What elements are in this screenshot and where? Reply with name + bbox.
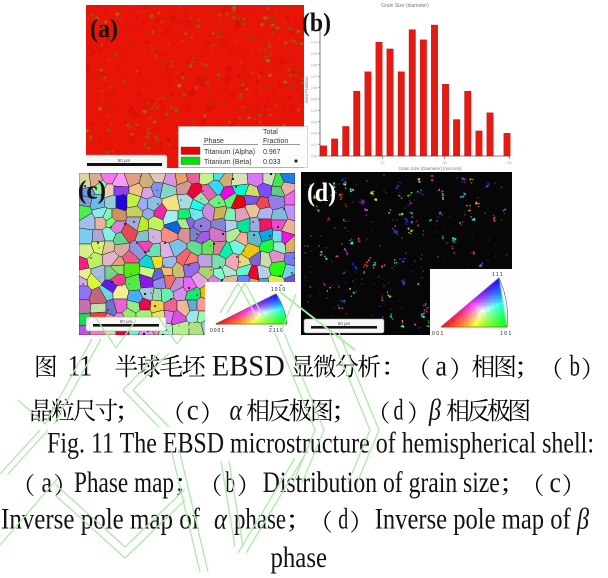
svg-text:(a): (a) (90, 14, 118, 43)
svg-text:Phase map: Phase map (74, 466, 174, 499)
svg-text:0.02: 0.02 (311, 132, 317, 136)
svg-text:0.07: 0.07 (311, 75, 317, 79)
svg-text:0.05: 0.05 (311, 98, 317, 102)
svg-text:EBSD: EBSD (212, 350, 285, 383)
svg-text:20: 20 (381, 161, 385, 165)
svg-text:c: c (187, 394, 199, 427)
svg-text:0.01: 0.01 (311, 143, 317, 147)
svg-text:0.08: 0.08 (311, 63, 317, 67)
svg-text:β: β (576, 503, 589, 536)
svg-text:d: d (394, 394, 404, 427)
svg-text:0.06: 0.06 (311, 86, 317, 90)
svg-text:phase: phase (234, 503, 286, 536)
svg-text:(b): (b) (302, 8, 331, 37)
svg-text:Fraction: Fraction (263, 138, 288, 145)
svg-text:b: b (570, 350, 581, 383)
svg-text:d: d (338, 503, 348, 536)
svg-text:0.09: 0.09 (311, 52, 317, 56)
svg-text:Titanium (Alpha): Titanium (Alpha) (204, 149, 255, 156)
svg-text:0001: 0001 (210, 328, 225, 334)
svg-text:50 µm: 50 µm (120, 319, 133, 324)
svg-text:0.11: 0.11 (311, 29, 317, 33)
svg-text:Titanium (Beta): Titanium (Beta) (204, 159, 252, 166)
svg-text:60: 60 (508, 161, 512, 165)
svg-text:c: c (550, 466, 562, 499)
svg-text:101: 101 (500, 331, 513, 337)
svg-text:β: β (428, 394, 441, 427)
svg-text:2110: 2110 (269, 328, 284, 334)
svg-text:Grain Size (diameter): Grain Size (diameter) (381, 3, 429, 9)
svg-text:Distribution of grain size: Distribution of grain size (263, 466, 500, 499)
svg-text:Fig. 11 The EBSD microstructur: Fig. 11 The EBSD microstructure of hemis… (47, 427, 594, 460)
svg-text:0.10: 0.10 (311, 41, 317, 45)
svg-text:phase: phase (271, 541, 328, 574)
svg-text:Grain Size (Diameter) [microns: Grain Size (Diameter) [microns] (398, 166, 461, 171)
svg-text:111: 111 (492, 272, 504, 278)
svg-text:0.03: 0.03 (311, 120, 317, 124)
svg-text:50 µm: 50 µm (118, 158, 131, 163)
svg-text:50 µm: 50 µm (338, 321, 351, 326)
svg-text:11: 11 (68, 350, 93, 383)
svg-text:40: 40 (443, 161, 447, 165)
svg-text:Inverse pole map of: Inverse pole map of (1, 503, 200, 536)
svg-text:0.967: 0.967 (263, 149, 281, 156)
svg-text:(c): (c) (79, 176, 106, 205)
svg-text:Total: Total (263, 129, 278, 136)
svg-text:0.04: 0.04 (311, 109, 317, 113)
svg-text:α: α (230, 394, 243, 427)
svg-text:Phase: Phase (204, 138, 224, 145)
svg-text:1010: 1010 (271, 287, 286, 293)
svg-text:Inverse pole map of: Inverse pole map of (375, 503, 571, 536)
svg-text:α: α (214, 503, 228, 536)
svg-text:Area Fraction: Area Fraction (304, 76, 309, 104)
svg-text:001: 001 (432, 331, 445, 337)
svg-text:a: a (42, 466, 53, 499)
svg-text:b: b (226, 466, 236, 499)
svg-text:(d): (d) (307, 178, 336, 207)
svg-text:a: a (436, 350, 448, 383)
svg-text:0.00: 0.00 (311, 155, 317, 159)
svg-text:0.033: 0.033 (263, 159, 281, 166)
